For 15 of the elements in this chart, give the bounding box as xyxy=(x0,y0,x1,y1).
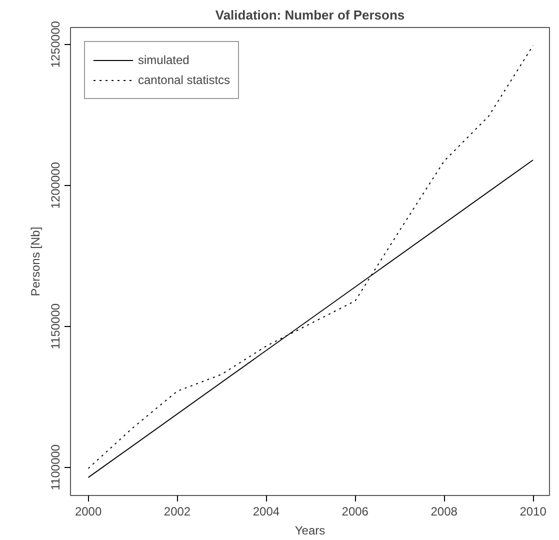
legend-label: cantonal statistcs xyxy=(138,73,230,87)
y-axis-title: Persons [Nb] xyxy=(28,226,42,296)
y-tick-label: 1200000 xyxy=(48,162,62,209)
y-tick-label: 1100000 xyxy=(48,444,62,490)
x-tick-label: 2006 xyxy=(342,504,369,518)
x-axis-title: Years xyxy=(294,524,326,538)
y-tick-label: 1150000 xyxy=(48,303,62,350)
x-tick-label: 2010 xyxy=(520,504,547,518)
x-tick-label: 2004 xyxy=(252,504,280,518)
y-tick-label: 1250000 xyxy=(48,20,62,68)
legend-label: simulated xyxy=(138,53,190,67)
x-tick-label: 2008 xyxy=(430,504,458,518)
x-tick-label: 2000 xyxy=(74,504,102,518)
chart-title: Validation: Number of Persons xyxy=(215,8,405,22)
x-tick-label: 2002 xyxy=(164,504,191,518)
